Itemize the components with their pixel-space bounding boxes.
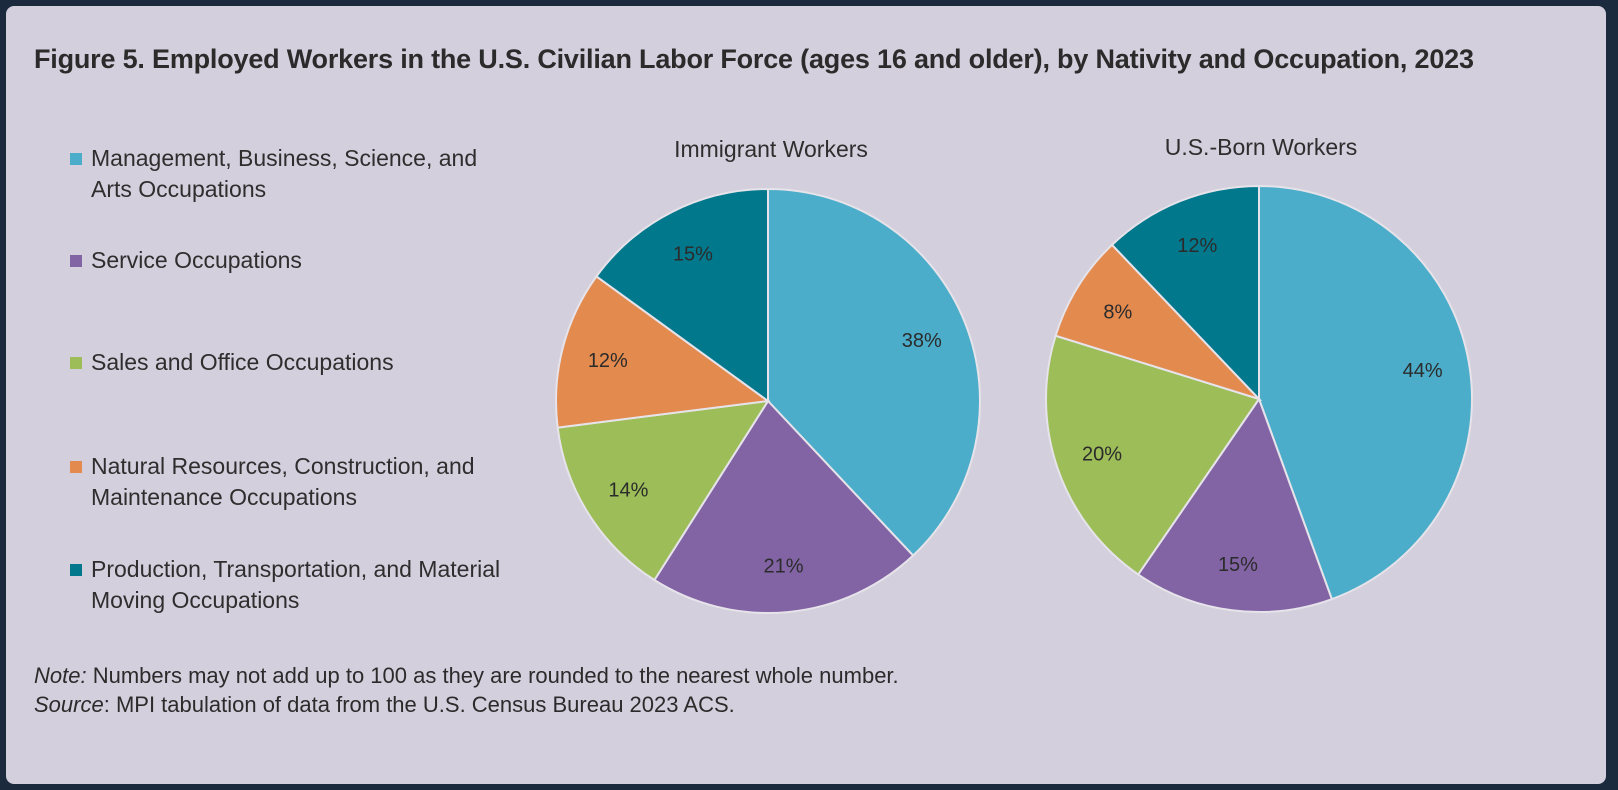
slice-label-us-born-production: 12% [1177,235,1217,257]
slice-label-us-born-sales: 20% [1082,443,1122,465]
pie-title-us-born: U.S.-Born Workers [1164,134,1358,160]
legend-label-sales: Sales and Office Occupations [91,349,394,375]
pie-slice-immigrant-service [653,399,915,614]
figure-panel: Figure 5. Employed Workers in the U.S. C… [6,6,1606,784]
legend-label-service: Service Occupations [91,247,302,273]
pie-slice-us-born-production [1110,184,1260,402]
slice-label-immigrant-service: 21% [764,556,804,578]
pie-slice-us-born-sales [1045,334,1261,576]
pie-charts: 38% 21% 14% 12% 15% 44% 15% 20% 8% 12% [555,184,1473,614]
note-line: Note: Numbers may not add up to 100 as t… [34,661,899,690]
legend-item-natural-resources: Natural Resources, Construction, and Mai… [70,451,590,513]
slice-label-immigrant-management: 38% [902,330,942,352]
legend-item-sales: Sales and Office Occupations [70,347,590,378]
source-label: Source [34,692,104,717]
slice-label-immigrant-production: 15% [673,244,713,266]
pie-slice-us-born-management [1258,184,1473,601]
legend-item-service: Service Occupations [70,245,590,276]
source-line: Source: MPI tabulation of data from the … [34,690,899,719]
legend-label-production: Production, Transportation, and Material… [91,556,501,613]
legend-label-management: Management, Business, Science, and Arts … [91,145,478,202]
pie-slice-immigrant-natural-resources [555,274,771,429]
legend-item-management: Management, Business, Science, and Arts … [70,143,590,205]
legend-swatch-natural-resources [70,461,82,473]
pie-slice-us-born-service [1136,396,1334,613]
note-text: Numbers may not add up to 100 as they ar… [86,663,899,688]
legend-swatch-sales [70,357,82,369]
pie-title-immigrant: Immigrant Workers [674,136,868,162]
pie-slice-us-born-natural-resources [1054,243,1263,402]
legend-swatch-production [70,564,82,576]
legend-item-production: Production, Transportation, and Material… [70,554,590,616]
slice-label-us-born-management: 44% [1403,360,1443,382]
slice-label-us-born-service: 15% [1218,554,1258,576]
figure-title: Figure 5. Employed Workers in the U.S. C… [34,44,1474,74]
notes: Note: Numbers may not add up to 100 as t… [34,661,899,719]
pie-slice-immigrant-management [767,187,981,557]
pie-slice-immigrant-sales [556,399,770,582]
legend-swatch-service [70,255,82,267]
slice-label-us-born-natural-resources: 8% [1103,301,1132,323]
legend-swatch-management [70,153,82,165]
source-text: : MPI tabulation of data from the U.S. C… [103,692,735,717]
pie-slice-immigrant-production [595,187,769,403]
note-label: Note: [34,663,87,688]
slice-label-immigrant-sales: 14% [608,480,648,502]
legend-label-natural-resources: Natural Resources, Construction, and Mai… [91,453,475,510]
slice-label-immigrant-natural-resources: 12% [588,350,628,372]
